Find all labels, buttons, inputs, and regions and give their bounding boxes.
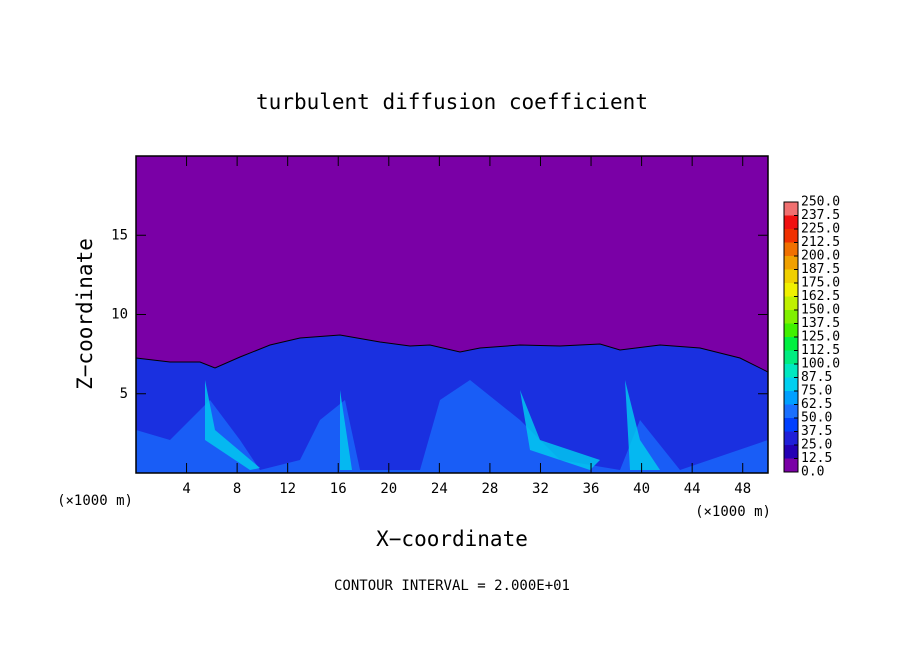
colorbar-label: 75.0 — [801, 384, 832, 399]
colorbar-swatch — [784, 364, 798, 378]
colorbar-label: 87.5 — [801, 370, 832, 385]
y-tick-label: 15 — [111, 227, 128, 243]
colorbar-swatch — [784, 404, 798, 418]
colorbar-label: 237.5 — [801, 208, 840, 223]
x-tick-label: 44 — [684, 481, 701, 497]
field-region — [136, 380, 768, 473]
x-tick-label: 12 — [279, 481, 296, 497]
colorbar-swatch — [784, 269, 798, 283]
x-tick-label: 40 — [633, 481, 650, 497]
y-axis-label: Z−coordinate — [73, 238, 97, 390]
colorbar-swatch — [784, 202, 798, 216]
colorbar-label: 125.0 — [801, 330, 840, 345]
colorbar-swatch — [784, 283, 798, 297]
x-tick-label: 24 — [431, 481, 448, 497]
colorbar-swatch — [784, 310, 798, 324]
colorbar-swatch — [784, 445, 798, 459]
colorbar-label: 37.5 — [801, 424, 832, 439]
colorbar-label: 200.0 — [801, 249, 840, 264]
colorbar-swatch — [784, 350, 798, 364]
colorbar-swatch — [784, 458, 798, 472]
x-tick-label: 48 — [734, 481, 751, 497]
colorbar-label: 187.5 — [801, 262, 840, 277]
y-tick-label: 10 — [111, 307, 128, 323]
x-tick-label: 16 — [330, 481, 347, 497]
colorbar-label: 250.0 — [801, 195, 840, 210]
colorbar-label: 25.0 — [801, 438, 832, 453]
footer-note: CONTOUR INTERVAL = 2.000E+01 — [334, 578, 570, 594]
colorbar-label: 12.5 — [801, 451, 832, 466]
x-unit: (×1000 m) — [695, 504, 771, 520]
field-region — [205, 380, 660, 470]
x-tick-label: 36 — [583, 481, 600, 497]
colorbar-swatch — [784, 337, 798, 351]
chart-title: turbulent diffusion coefficient — [256, 90, 648, 114]
colorbar-label: 175.0 — [801, 276, 840, 291]
y-tick-label: 5 — [120, 386, 128, 402]
colorbar-swatch — [784, 431, 798, 445]
colorbar-swatch — [784, 256, 798, 270]
colorbar-label: 62.5 — [801, 397, 832, 412]
colorbar-label: 137.5 — [801, 316, 840, 331]
colorbar-swatch — [784, 242, 798, 256]
x-tick-label: 28 — [481, 481, 498, 497]
x-tick-label: 8 — [233, 481, 241, 497]
x-tick-label: 4 — [182, 481, 190, 497]
colorbar-label: 0.0 — [801, 465, 824, 480]
colorbar-swatch — [784, 418, 798, 432]
colorbar-swatch — [784, 323, 798, 337]
colorbar-swatch — [784, 391, 798, 405]
colorbar-swatch — [784, 215, 798, 229]
colorbar-label: 225.0 — [801, 222, 840, 237]
colorbar-label: 150.0 — [801, 303, 840, 318]
colorbar-swatch — [784, 377, 798, 391]
y-unit: (×1000 m) — [57, 493, 133, 509]
x-axis-label: X−coordinate — [376, 527, 528, 551]
x-tick-label: 32 — [532, 481, 549, 497]
colorbar-label: 162.5 — [801, 289, 840, 304]
colorbar-swatch — [784, 296, 798, 310]
x-tick-label: 20 — [380, 481, 397, 497]
colorbar-label: 112.5 — [801, 343, 840, 358]
colorbar-label: 50.0 — [801, 411, 832, 426]
colorbar-label: 100.0 — [801, 357, 840, 372]
colorbar-swatch — [784, 229, 798, 243]
colorbar-label: 212.5 — [801, 235, 840, 250]
